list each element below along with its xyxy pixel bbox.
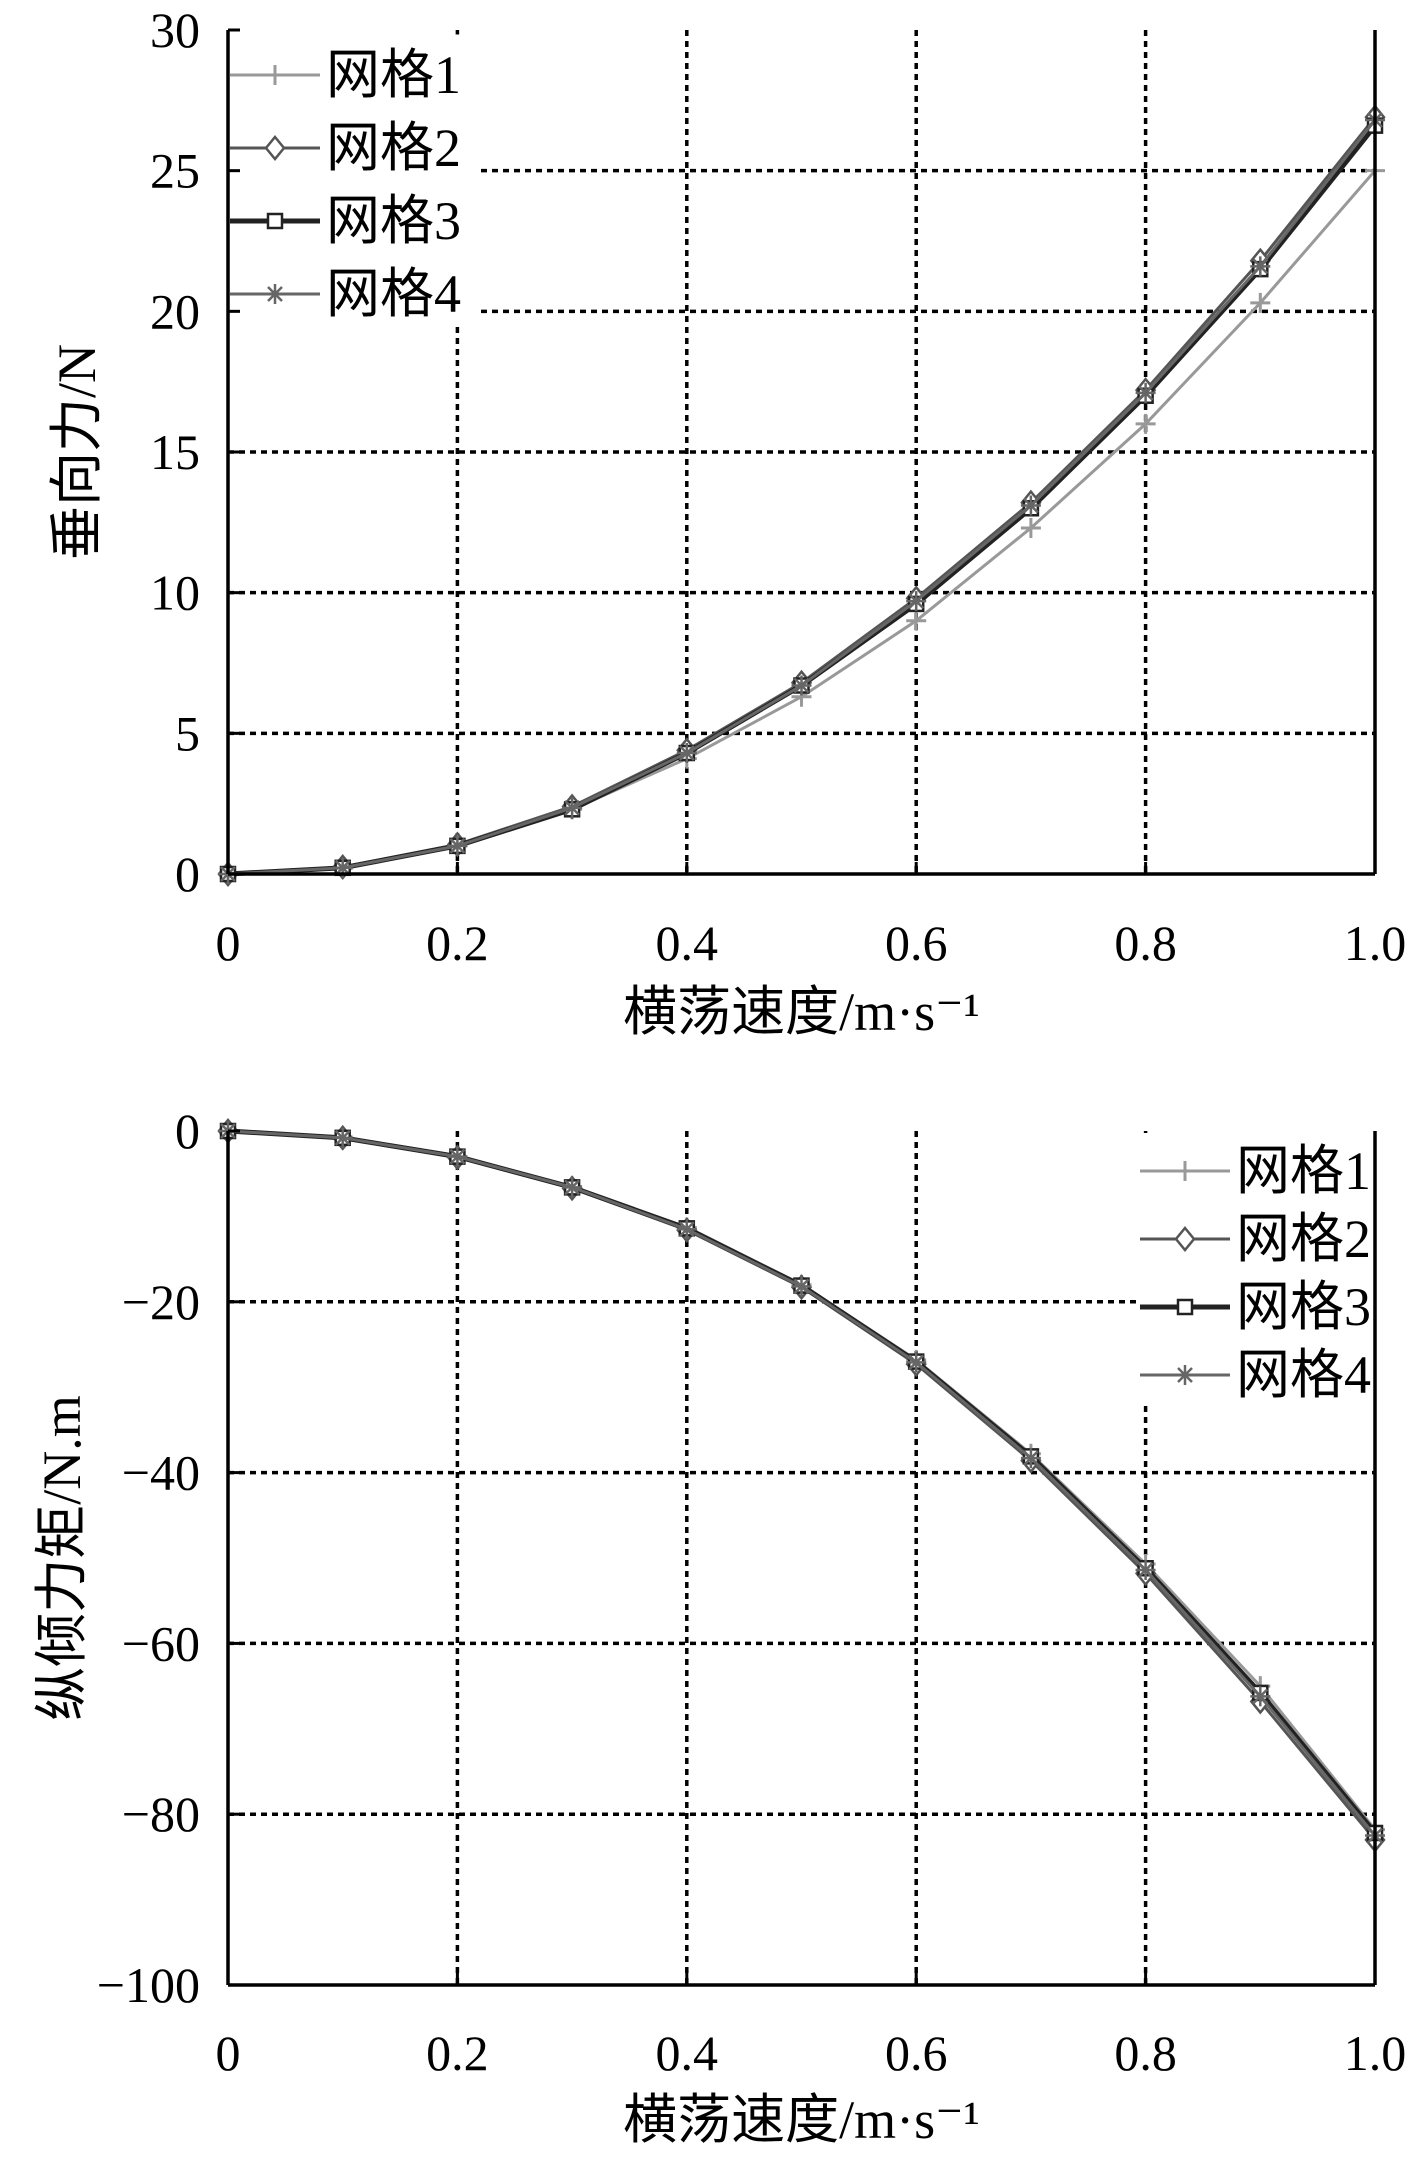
legend-marker xyxy=(1174,1226,1196,1252)
data-point xyxy=(1250,292,1271,313)
y-tick-label: −40 xyxy=(122,1445,200,1501)
x-tick-label: 0.8 xyxy=(1114,915,1177,971)
y-tick-label: −20 xyxy=(122,1274,200,1330)
legend: 网格1 网格2 网格3 网格4 xyxy=(1136,1133,1386,1405)
legend-marker xyxy=(1175,1365,1195,1385)
data-point xyxy=(1250,1686,1271,1707)
y-tick-label: 10 xyxy=(150,565,200,621)
legend-label: 网格3 xyxy=(1236,1277,1371,1337)
data-point xyxy=(447,835,468,856)
x-tick-label: 0.6 xyxy=(885,915,948,971)
data-point xyxy=(1135,413,1156,434)
y-tick-label: −100 xyxy=(97,1957,200,2013)
x-tick-label: 0.2 xyxy=(426,915,489,971)
data-point xyxy=(906,1352,927,1373)
x-tick-label: 0 xyxy=(216,915,241,971)
legend-label: 网格3 xyxy=(326,191,461,251)
x-tick-label: 0.2 xyxy=(426,2025,489,2081)
data-point xyxy=(676,1219,697,1240)
legend-label: 网格1 xyxy=(1236,1141,1371,1201)
y-tick-label: 30 xyxy=(150,2,200,58)
data-point xyxy=(1020,517,1041,538)
x-tick-label: 0.8 xyxy=(1114,2025,1177,2081)
data-point xyxy=(1250,256,1271,277)
x-tick-label: 1.0 xyxy=(1344,915,1407,971)
data-point xyxy=(906,610,927,631)
legend-marker xyxy=(264,135,286,161)
x-tick-label: 0 xyxy=(216,2025,241,2081)
x-tick-label: 1.0 xyxy=(1344,2025,1407,2081)
y-tick-label: 25 xyxy=(150,143,200,199)
x-tick-label: 0.4 xyxy=(656,2025,719,2081)
legend-label: 网格4 xyxy=(1236,1345,1371,1405)
x-axis-label: 横荡速度/m·s⁻¹ xyxy=(623,982,980,1042)
legend: 网格1 网格2 网格3 网格4 xyxy=(226,34,476,327)
chart-1: 网格1 网格2 网格3 网格4 0 0.2 0.4 0.6 0.8 1.0 0 5 10 15 20 25 30… xyxy=(47,2,1406,1042)
x-tick-label: 0.4 xyxy=(656,915,719,971)
y-axis-label: 纵倾力矩/N.m xyxy=(32,1395,92,1721)
axes: 0 0.2 0.4 0.6 0.8 1.0 0 −20 −40 −60 −80 −100 横荡速度/m·… xyxy=(32,1103,1406,2150)
data-point xyxy=(332,1127,353,1148)
y-tick-label: −80 xyxy=(122,1786,200,1842)
y-tick-label: 15 xyxy=(150,424,200,480)
legend-marker xyxy=(265,284,285,304)
y-tick-label: −60 xyxy=(122,1615,200,1671)
data-point xyxy=(1020,495,1041,516)
data-point xyxy=(332,857,353,878)
y-tick-label: 20 xyxy=(150,283,200,339)
legend-label: 网格2 xyxy=(326,118,461,178)
data-point xyxy=(562,1177,583,1198)
grid xyxy=(228,1131,1375,1985)
data-point xyxy=(676,743,697,764)
legend-background xyxy=(1136,1133,1386,1405)
data-point xyxy=(791,1276,812,1297)
legend-marker xyxy=(265,65,285,85)
axes: 0 0.2 0.4 0.6 0.8 1.0 0 5 10 15 20 25 30 横荡速度/m·s⁻¹ 垂向… xyxy=(47,2,1406,1042)
x-tick-label: 0.6 xyxy=(885,2025,948,2081)
legend-marker xyxy=(1176,1298,1194,1316)
y-axis-label: 垂向力/N xyxy=(47,344,107,560)
x-axis-label: 横荡速度/m·s⁻¹ xyxy=(623,2090,980,2150)
data-point xyxy=(447,1146,468,1167)
y-tick-label: 5 xyxy=(175,705,200,761)
legend-label: 网格1 xyxy=(326,45,461,105)
data-point xyxy=(906,591,927,612)
series-4 xyxy=(218,1121,1385,1846)
y-tick-label: 0 xyxy=(175,1103,200,1159)
legend-marker xyxy=(266,212,284,230)
data-point xyxy=(562,797,583,818)
data-point xyxy=(1020,1448,1041,1469)
data-point xyxy=(791,675,812,696)
legend-label: 网格2 xyxy=(1236,1209,1371,1269)
chart-2: 网格1 网格2 网格3 网格4 0 0.2 0.4 0.6 0.8 1.0 0 −20 −40 −60 −8… xyxy=(32,1103,1406,2150)
data-point xyxy=(1135,382,1156,403)
legend-label: 网格4 xyxy=(326,264,461,324)
data-point xyxy=(1135,1559,1156,1580)
legend-background xyxy=(226,34,476,327)
y-tick-label: 0 xyxy=(175,846,200,902)
legend-marker xyxy=(1175,1161,1195,1181)
